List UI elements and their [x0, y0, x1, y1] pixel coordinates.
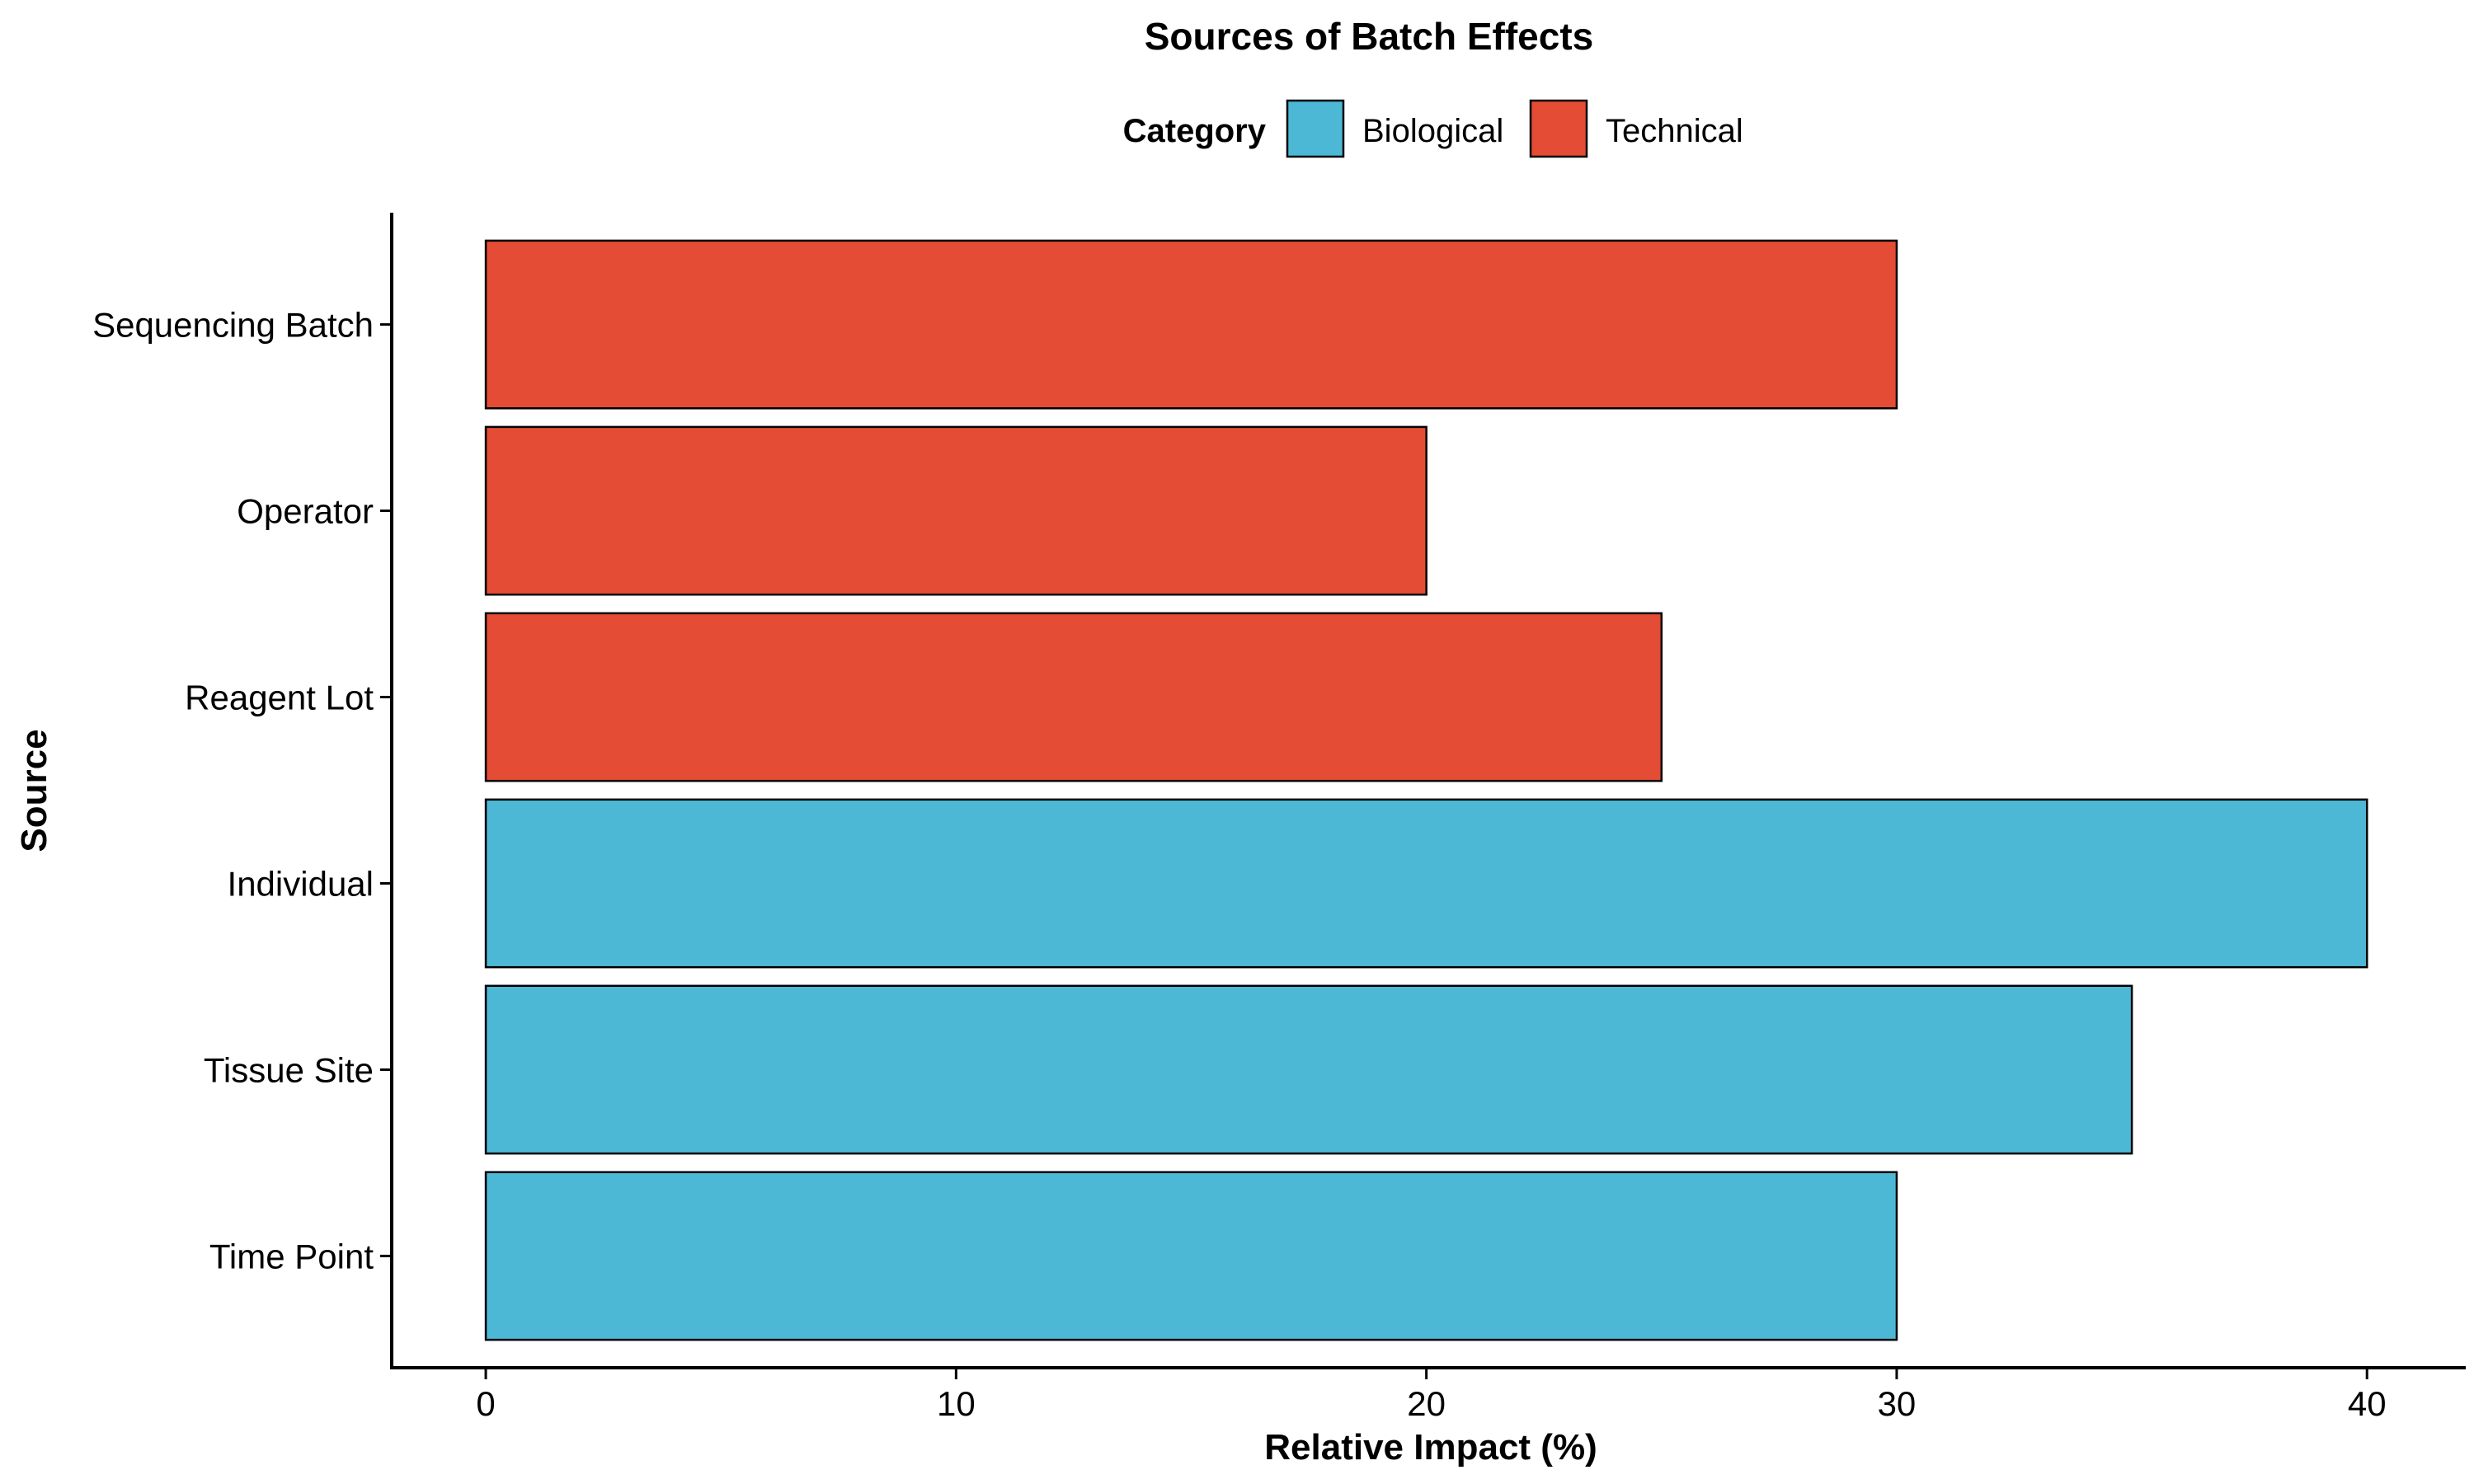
bar-reagent-lot [484, 612, 1663, 782]
legend-label-biological: Biological [1362, 113, 1503, 149]
legend: Category Biological Technical [1123, 99, 1743, 158]
legend-label-technical: Technical [1606, 113, 1743, 149]
bars-group [484, 239, 2368, 1341]
y-tick-label: Operator [237, 492, 374, 531]
bar-tissue-site [484, 984, 2133, 1155]
x-axis-title: Relative Impact (%) [1264, 1427, 1597, 1468]
legend-title: Category [1123, 113, 1267, 149]
x-tick-label: 20 [1407, 1384, 1446, 1423]
y-tick-label: Individual [228, 864, 374, 903]
x-tick-label: 10 [937, 1384, 976, 1423]
bar-individual [484, 798, 2368, 969]
chart-title: Sources of Batch Effects [1145, 15, 1593, 58]
x-tick-label: 40 [2348, 1384, 2387, 1423]
y-axis-ticks: Time Point Tissue Site Individual Reagent L… [92, 306, 392, 1275]
y-tick-label: Tissue Site [204, 1050, 374, 1089]
y-tick-label: Sequencing Batch [92, 306, 374, 345]
y-tick-label: Reagent Lot [185, 679, 374, 717]
bar-sequencing-batch [484, 239, 1898, 410]
x-axis-ticks: 0 10 20 30 40 [476, 1368, 2387, 1423]
x-tick-label: 0 [476, 1384, 495, 1423]
bar-operator [484, 425, 1427, 596]
y-axis-title: Source [14, 729, 54, 852]
x-tick-label: 30 [1878, 1384, 1917, 1423]
legend-swatch-technical [1529, 99, 1588, 158]
bar-time-point [484, 1171, 1898, 1341]
legend-swatch-biological [1286, 99, 1345, 158]
y-tick-label: Time Point [209, 1237, 374, 1275]
